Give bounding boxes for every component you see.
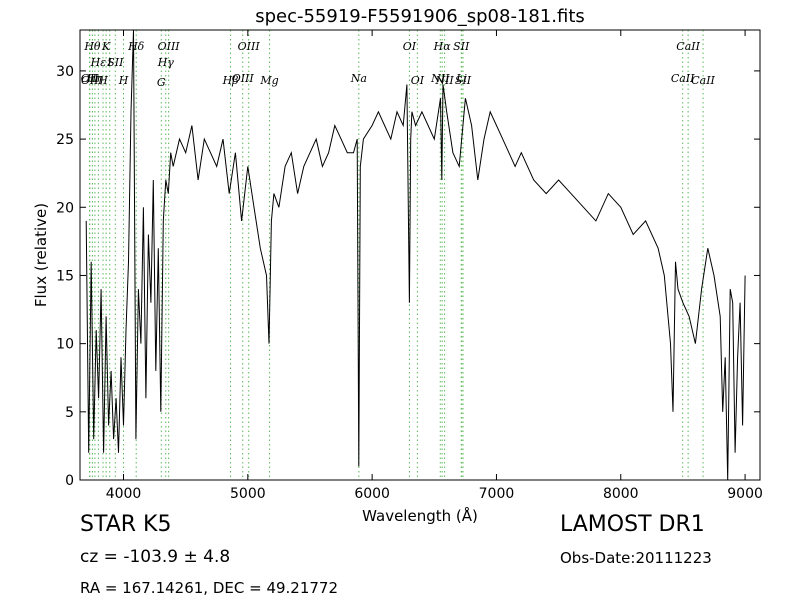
spectrum-line — [85, 29, 746, 481]
line-marker-label: OIII — [232, 72, 255, 85]
coordinates: RA = 167.14261, DEC = 49.21772 — [80, 579, 339, 597]
line-marker-label: H — [97, 74, 108, 87]
line-marker-label: Na — [350, 72, 367, 85]
x-tick-label: 6000 — [354, 486, 390, 502]
survey-name: LAMOST DR1 — [560, 512, 705, 537]
x-tick-label: 5000 — [230, 486, 266, 502]
x-axis-label: Wavelength (Å) — [362, 506, 478, 525]
line-marker-label: CaII — [676, 40, 700, 53]
redshift-value: cz = -103.9 ± 4.8 — [80, 547, 231, 567]
line-marker-label: OIII — [158, 40, 181, 53]
x-tick-label: 4000 — [106, 486, 142, 502]
y-tick-label: 10 — [56, 337, 74, 353]
x-tick-label: 9000 — [727, 486, 763, 502]
line-marker-labels: OIIOIIHθHηHεHKISIIHHδGHγOIIIHβOIIIOIIIMg… — [81, 40, 716, 89]
line-marker-label: G — [157, 76, 166, 89]
line-marker-label: SII — [107, 56, 124, 69]
y-tick-label: 30 — [56, 64, 74, 80]
line-marker-label: SII — [453, 40, 470, 53]
line-marker-label: Hδ — [127, 40, 145, 53]
x-tick-label: 8000 — [603, 486, 639, 502]
line-marker-label: OI — [403, 40, 417, 53]
y-tick-label: 20 — [56, 200, 74, 216]
line-marker-label: Hα — [433, 40, 452, 53]
line-marker-label: Hε — [90, 56, 107, 69]
plot-background — [80, 30, 760, 480]
line-marker-label: OII — [81, 74, 99, 87]
y-tick-label: 25 — [56, 132, 74, 148]
x-tick-label: 7000 — [479, 486, 515, 502]
line-marker-label: OIII — [238, 40, 261, 53]
line-marker-label: I — [107, 56, 113, 69]
line-marker-label: NII — [434, 74, 454, 87]
line-marker-label: H — [118, 74, 129, 87]
chart-title: spec-55919-F5591906_sp08-181.fits — [255, 6, 585, 27]
y-tick-label: 5 — [65, 405, 74, 421]
y-tick-label: 0 — [65, 473, 74, 489]
line-marker-label: K — [101, 40, 111, 53]
observation-date: Obs-Date:20111223 — [560, 549, 712, 567]
line-marker-label: Hθ — [83, 40, 101, 53]
line-marker-label: NII — [430, 72, 450, 85]
y-axis-label: Flux (relative) — [32, 203, 50, 307]
line-marker-label: Li — [455, 72, 467, 85]
line-marker-label: CaII — [671, 72, 695, 85]
line-marker-label: Hη — [86, 72, 104, 85]
line-marker-label: SII — [455, 74, 472, 87]
object-class: STAR K5 — [80, 512, 172, 537]
y-tick-label: 15 — [56, 268, 74, 284]
line-marker-label: OI — [411, 74, 425, 87]
line-marker-label: Mg — [259, 74, 278, 87]
line-marker-label: Hγ — [157, 56, 175, 69]
y-axis-ticks: 0 5 10 15 20 25 30 — [56, 64, 760, 489]
line-marker-label: Hβ — [222, 74, 239, 87]
line-marker-label: CaII — [691, 74, 715, 87]
plot-frame — [79, 29, 761, 481]
line-marker-label: OII — [81, 72, 99, 85]
x-axis-ticks: 4000 5000 6000 7000 8000 9000 — [106, 30, 763, 502]
